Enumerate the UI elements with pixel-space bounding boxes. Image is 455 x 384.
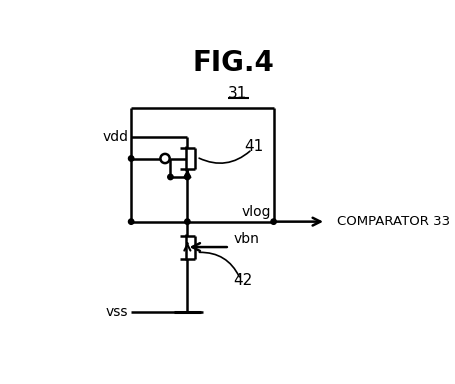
Text: FIG.4: FIG.4 [192,49,274,77]
Circle shape [128,219,134,224]
Text: 42: 42 [233,273,253,288]
Text: 31: 31 [228,86,247,101]
Circle shape [271,219,276,224]
Circle shape [168,174,173,180]
Circle shape [185,174,190,180]
Text: vlog: vlog [242,205,271,218]
Text: vss: vss [106,305,128,319]
Circle shape [128,156,134,161]
Text: vdd: vdd [102,130,128,144]
Text: 41: 41 [245,139,264,154]
Text: vbn: vbn [233,232,259,247]
Text: COMPARATOR 33: COMPARATOR 33 [337,215,450,228]
Circle shape [185,219,190,224]
